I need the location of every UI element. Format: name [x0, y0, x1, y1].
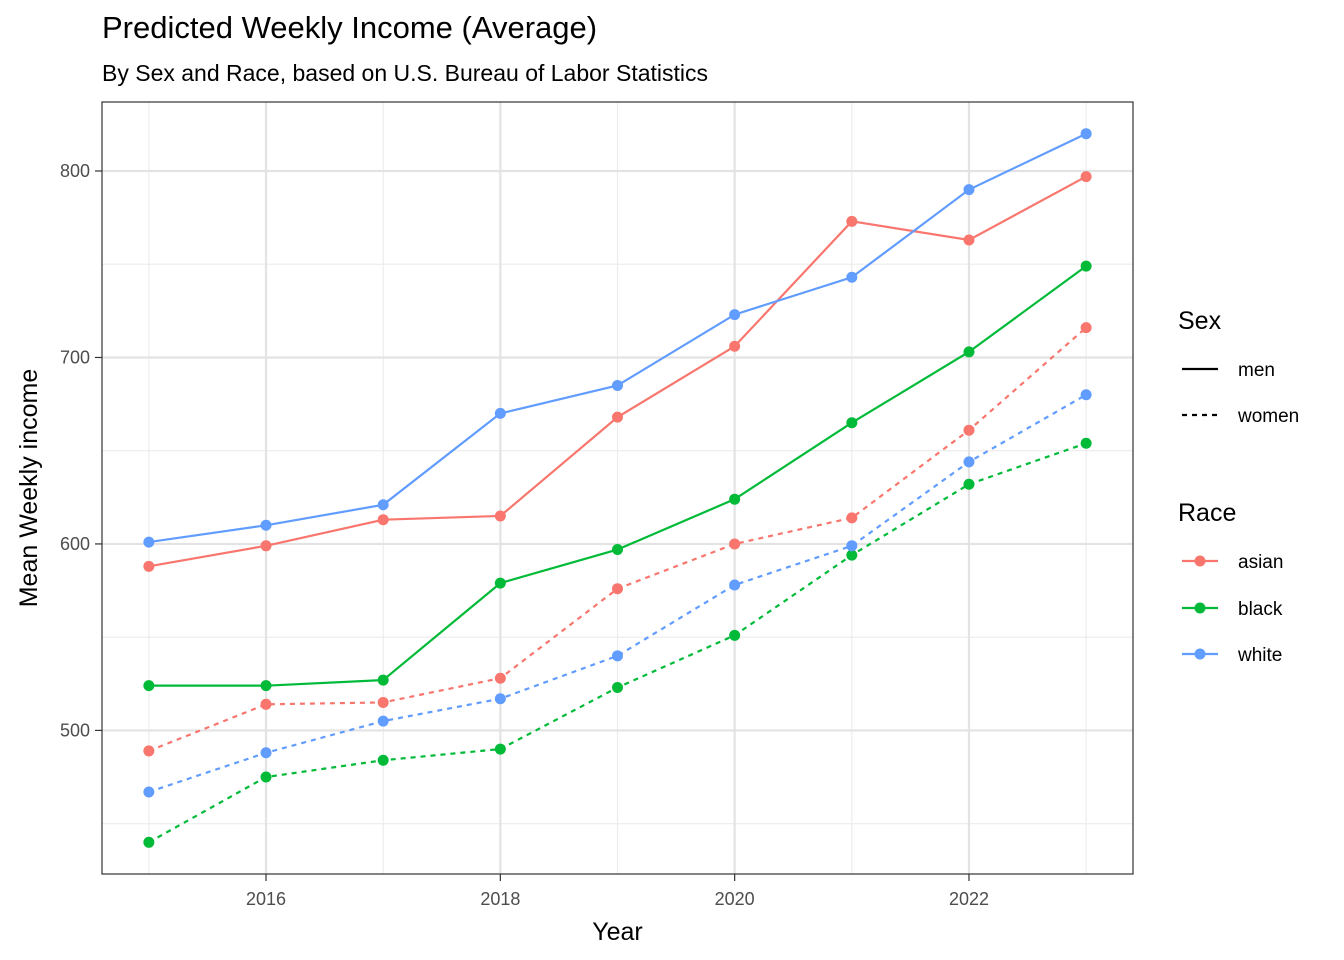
data-point-asian-women — [963, 424, 975, 436]
legend-key-asian — [1182, 555, 1218, 567]
data-point-white-men — [494, 407, 506, 419]
y-tick-label: 600 — [60, 534, 90, 554]
data-point-asian-men — [260, 540, 272, 552]
legend-key-black — [1182, 602, 1218, 614]
data-point-black-women — [377, 754, 389, 766]
data-point-white-women — [377, 715, 389, 727]
data-point-black-women — [729, 629, 741, 641]
series-points — [143, 128, 1092, 848]
legend-label-asian: asian — [1238, 552, 1283, 573]
data-point-asian-women — [729, 538, 741, 550]
y-tick-label: 700 — [60, 347, 90, 367]
x-axis-title: Year — [592, 918, 643, 946]
data-point-black-women — [612, 682, 623, 694]
data-point-white-women — [612, 650, 623, 662]
data-point-asian-women — [260, 698, 272, 710]
data-point-black-men — [143, 680, 155, 692]
data-point-white-women — [143, 786, 155, 798]
data-point-white-women — [846, 540, 858, 552]
data-point-white-men — [143, 536, 155, 548]
data-point-black-men — [260, 680, 272, 692]
data-point-asian-women — [846, 512, 858, 524]
data-point-white-women — [963, 456, 975, 468]
data-point-black-women — [260, 771, 272, 783]
data-point-white-women — [494, 693, 506, 705]
data-point-asian-men — [963, 234, 975, 246]
data-point-black-men — [612, 544, 623, 556]
data-point-white-men — [612, 379, 623, 391]
data-point-white-men — [729, 309, 741, 321]
legend-label-white: white — [1237, 645, 1282, 666]
x-tick-label: 2020 — [715, 889, 755, 909]
data-point-asian-women — [1080, 322, 1092, 334]
data-point-white-women — [729, 579, 741, 591]
data-point-asian-women — [612, 583, 623, 595]
plot-panel-border — [101, 101, 1134, 875]
legend-race-title: Race — [1178, 499, 1236, 527]
y-axis: 500 600 700 800 — [60, 161, 102, 740]
legend-key-white — [1182, 648, 1218, 660]
legend-label-men: men — [1238, 360, 1275, 381]
data-point-asian-men — [494, 510, 506, 522]
data-point-asian-men — [1080, 171, 1092, 183]
legend-label-women: women — [1237, 406, 1299, 427]
legend-sex: Sex men women — [1178, 307, 1299, 427]
data-point-black-women — [963, 478, 975, 490]
data-point-asian-men — [729, 340, 741, 352]
data-point-white-men — [1080, 128, 1092, 140]
legend-race: Race asian black white — [1178, 499, 1283, 666]
data-point-black-women — [494, 743, 506, 755]
data-point-asian-men — [846, 215, 858, 227]
minor-gridlines — [102, 102, 1133, 874]
y-tick-label: 800 — [60, 161, 90, 181]
chart-title: Predicted Weekly Income (Average) — [102, 10, 598, 45]
data-point-white-men — [963, 184, 975, 196]
x-tick-label: 2022 — [949, 889, 989, 909]
data-point-white-men — [377, 499, 389, 511]
x-tick-label: 2016 — [246, 889, 286, 909]
data-point-white-men — [260, 519, 272, 531]
legend-label-black: black — [1238, 599, 1283, 620]
data-point-black-women — [143, 836, 155, 848]
legend-sex-title: Sex — [1178, 307, 1222, 335]
data-point-asian-men — [377, 514, 389, 526]
x-axis: 2016 2018 2020 2022 — [246, 874, 989, 909]
data-point-asian-women — [494, 672, 506, 684]
data-point-asian-men — [143, 560, 155, 572]
data-point-black-men — [729, 493, 741, 505]
data-point-black-men — [1080, 260, 1092, 272]
data-point-asian-women — [377, 696, 389, 708]
data-point-black-men — [846, 417, 858, 429]
data-point-white-women — [260, 747, 272, 759]
data-point-asian-men — [612, 411, 623, 423]
data-point-black-men — [963, 346, 975, 358]
data-point-black-women — [1080, 437, 1092, 449]
y-axis-title: Mean Weekly income — [15, 369, 43, 608]
data-point-black-men — [494, 577, 506, 589]
data-point-black-women — [846, 549, 858, 561]
series-line-white-women — [148, 393, 1087, 793]
data-point-asian-women — [143, 745, 155, 757]
data-point-white-men — [846, 271, 858, 283]
data-point-white-women — [1080, 389, 1092, 401]
chart-subtitle: By Sex and Race, based on U.S. Bureau of… — [102, 60, 709, 86]
x-tick-label: 2018 — [480, 889, 520, 909]
data-point-black-men — [377, 674, 389, 686]
y-tick-label: 500 — [60, 720, 90, 740]
